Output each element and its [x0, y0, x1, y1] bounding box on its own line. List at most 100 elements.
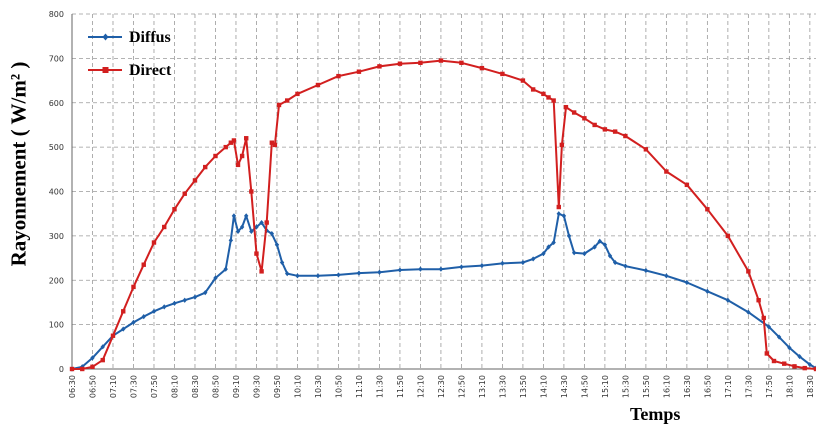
x-tick-label: 06:50 — [88, 375, 97, 398]
data-point — [541, 91, 546, 97]
data-point — [231, 213, 237, 219]
data-point — [90, 364, 95, 369]
data-point — [561, 213, 567, 219]
data-point — [459, 60, 464, 66]
x-tick-label: 12:10 — [416, 375, 425, 398]
x-tick-label: 08:10 — [170, 375, 179, 398]
data-point — [80, 366, 85, 372]
data-point — [813, 366, 816, 372]
data-point — [592, 122, 597, 128]
legend-item-direct: Direct — [88, 62, 172, 79]
data-point — [684, 279, 690, 286]
legend-item-diffus: Diffus — [88, 29, 171, 46]
data-point — [612, 129, 618, 134]
data-point — [807, 361, 813, 368]
data-point — [802, 365, 807, 371]
y-tick-label: 700 — [49, 54, 64, 63]
data-point — [276, 102, 282, 108]
data-point — [172, 300, 177, 306]
data-point — [162, 304, 167, 310]
y-tick-label: 800 — [49, 10, 64, 19]
data-point — [602, 242, 608, 248]
data-point — [725, 233, 731, 239]
x-tick-label: 12:50 — [457, 375, 466, 398]
data-point — [766, 324, 772, 330]
data-point — [249, 189, 254, 194]
data-point — [223, 266, 228, 272]
data-point — [213, 153, 218, 159]
data-point — [664, 273, 669, 279]
y-tick-label: 200 — [49, 276, 64, 285]
data-point — [151, 240, 157, 245]
x-tick-label: 14:50 — [580, 375, 589, 398]
data-point — [223, 144, 228, 150]
data-point — [336, 73, 341, 79]
data-point — [249, 228, 254, 235]
data-point — [121, 326, 126, 332]
x-tick-label: 14:30 — [560, 375, 569, 398]
series-line-diffus — [71, 212, 816, 370]
series-diffus — [69, 211, 816, 372]
data-point — [90, 355, 95, 361]
data-point — [269, 140, 275, 145]
series-markers-diffus — [69, 211, 816, 372]
x-tick-labels: 06:30 06:50 07:10 07:30 07:50 08:10 08:30 08:50… — [68, 375, 815, 398]
data-point — [244, 136, 249, 141]
data-point — [530, 256, 536, 262]
data-point — [530, 87, 536, 92]
data-point — [244, 213, 249, 219]
data-point — [121, 309, 126, 314]
data-point — [764, 351, 770, 356]
data-point — [746, 309, 751, 315]
data-point — [131, 284, 136, 290]
x-tick-label: 08:50 — [211, 375, 220, 398]
data-point — [285, 270, 290, 277]
data-point — [546, 95, 551, 100]
data-point — [315, 82, 321, 88]
data-point — [541, 251, 546, 257]
data-point — [459, 264, 464, 270]
data-point — [151, 308, 157, 314]
x-tick-label: 11:10 — [355, 375, 364, 398]
x-tick-label: 11:50 — [396, 375, 405, 398]
data-point — [397, 61, 403, 66]
x-tick-label: 17:50 — [765, 375, 774, 398]
x-tick-label: 10:50 — [334, 375, 343, 398]
data-point — [623, 263, 628, 269]
x-tick-label: 15:10 — [601, 375, 610, 398]
data-point — [592, 244, 597, 250]
data-point — [336, 272, 341, 278]
data-point — [782, 361, 787, 366]
x-tick-label: 13:30 — [498, 375, 507, 398]
x-axis-label: Temps — [630, 404, 681, 424]
data-point — [418, 266, 423, 272]
y-tick-label: 500 — [49, 143, 64, 152]
x-tick-label: 08:30 — [191, 375, 200, 398]
data-point — [285, 98, 290, 103]
data-point — [563, 104, 569, 110]
data-point — [397, 267, 403, 273]
data-point — [612, 259, 618, 266]
data-point — [556, 211, 561, 217]
data-point — [235, 162, 241, 168]
data-point — [274, 242, 280, 248]
x-tick-label: 09:50 — [273, 375, 282, 398]
series-direct — [69, 58, 816, 372]
data-point — [571, 110, 577, 115]
data-point — [377, 64, 382, 69]
data-point — [279, 259, 285, 266]
legend-label: Direct — [129, 62, 172, 79]
data-point — [705, 207, 710, 212]
series-markers-direct — [69, 58, 816, 372]
y-axis-label-text: Rayonnement ( W/m² ) — [6, 61, 31, 267]
data-point — [295, 273, 300, 279]
data-point — [356, 69, 362, 74]
x-tick-label: 17:10 — [724, 375, 733, 398]
x-tick-label: 16:30 — [683, 375, 692, 398]
data-point — [500, 260, 505, 266]
x-tick-label: 17:30 — [744, 375, 753, 398]
x-tick-label: 07:10 — [109, 375, 118, 398]
data-point — [479, 65, 485, 71]
data-point — [582, 116, 587, 121]
data-point — [203, 290, 208, 296]
